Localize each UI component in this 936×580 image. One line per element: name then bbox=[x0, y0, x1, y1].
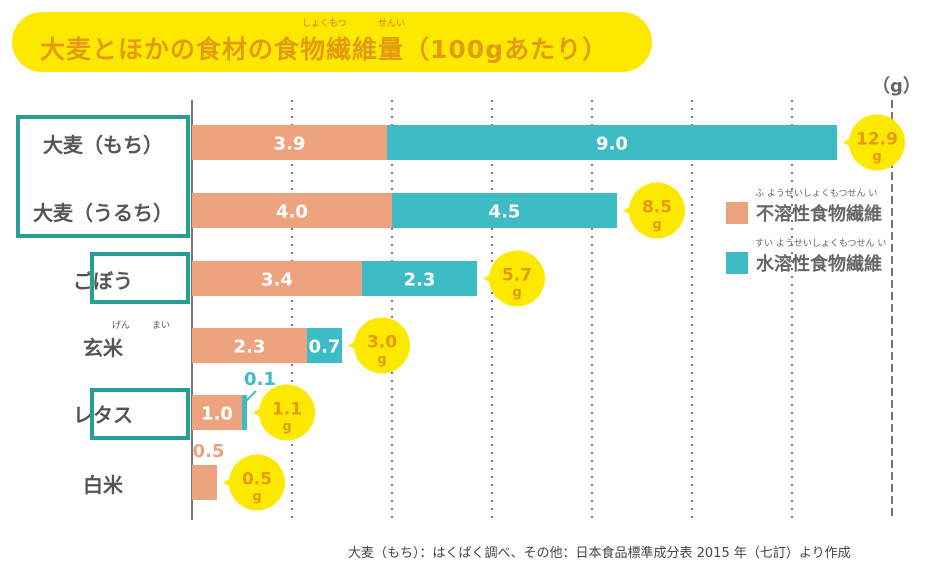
segment-label-insoluble: 2.3 bbox=[234, 337, 266, 358]
total-unit: g bbox=[872, 150, 881, 165]
total-callout bbox=[354, 317, 410, 374]
legend-swatch bbox=[726, 202, 748, 224]
total-callout bbox=[489, 250, 545, 307]
segment-label-insoluble: 3.9 bbox=[274, 134, 306, 155]
bar-insoluble bbox=[192, 395, 242, 430]
total-value: 8.5 bbox=[642, 198, 672, 218]
total-value: 12.9 bbox=[856, 130, 898, 150]
bar-soluble bbox=[307, 328, 342, 363]
segment-label-soluble: 2.3 bbox=[404, 270, 436, 291]
segment-label-insoluble: 3.4 bbox=[261, 270, 293, 291]
category-ruby: まい bbox=[152, 321, 171, 331]
total-callout bbox=[229, 454, 285, 511]
bar-soluble bbox=[387, 125, 837, 160]
unit-label: （g） bbox=[872, 76, 921, 97]
segment-label-soluble: 4.5 bbox=[489, 202, 521, 223]
legend-ruby-insoluble: ふ ようせいしょくもつせん い bbox=[755, 189, 878, 199]
leader-line bbox=[243, 390, 257, 404]
category-ruby: げん bbox=[112, 321, 131, 331]
title-banner bbox=[12, 12, 652, 72]
legend-label: 水溶性食物繊維 bbox=[756, 254, 882, 275]
total-unit: g bbox=[652, 218, 661, 233]
category-label: 大麦（うるち） bbox=[33, 201, 173, 225]
total-value: 1.1 bbox=[272, 400, 302, 420]
highlight-box-burdock bbox=[90, 252, 190, 304]
total-value: 3.0 bbox=[367, 333, 397, 353]
segment-label-insoluble: 4.0 bbox=[276, 202, 308, 223]
bar-insoluble bbox=[192, 328, 307, 363]
bar-insoluble bbox=[192, 465, 217, 500]
bar-insoluble bbox=[192, 193, 392, 228]
title-ruby-shokumotsu: しょくもつ bbox=[302, 19, 347, 29]
bar-insoluble bbox=[192, 125, 387, 160]
total-value: 5.7 bbox=[502, 266, 532, 286]
segment-label-insoluble: 1.0 bbox=[201, 404, 233, 425]
total-unit: g bbox=[282, 420, 291, 435]
bar-soluble bbox=[392, 193, 617, 228]
title-ruby-seni: せんい bbox=[378, 19, 406, 29]
bar-soluble bbox=[242, 395, 247, 430]
total-callout bbox=[629, 182, 685, 239]
total-unit: g bbox=[377, 353, 386, 368]
category-label: レタス bbox=[73, 403, 133, 427]
total-value: 0.5 bbox=[242, 470, 272, 490]
total-unit: g bbox=[252, 490, 261, 505]
legend-item-soluble: 水溶性食物繊維 bbox=[726, 250, 882, 276]
chart-title: 大麦とほかの食材の食物繊維量（100gあたり） bbox=[40, 35, 609, 64]
legend-item-insoluble: 不溶性食物繊維 bbox=[726, 200, 882, 226]
category-label: 大麦（もち） bbox=[43, 133, 163, 157]
highlight-box-barley bbox=[16, 115, 190, 238]
category-label: 玄米 bbox=[83, 336, 123, 360]
legend-swatch bbox=[726, 252, 748, 274]
total-callout bbox=[849, 114, 905, 171]
total-callout bbox=[259, 384, 315, 441]
category-label: 白米 bbox=[83, 473, 123, 497]
category-label: ごぼう bbox=[73, 269, 133, 293]
segment-label-soluble: 9.0 bbox=[596, 134, 628, 155]
bar-soluble bbox=[362, 261, 477, 296]
bar-insoluble bbox=[192, 261, 362, 296]
legend-label: 不溶性食物繊維 bbox=[756, 204, 882, 225]
segment-label-soluble: 0.1 bbox=[244, 369, 276, 390]
highlight-box-lettuce bbox=[90, 388, 190, 440]
total-unit: g bbox=[512, 286, 521, 301]
segment-label-soluble: 0.7 bbox=[309, 337, 341, 358]
segment-label-insoluble: 0.5 bbox=[193, 441, 225, 462]
source-footnote: 大麦（もち）：はくばく調べ、その他：日本食品標準成分表 2015 年（七訂）より… bbox=[348, 546, 851, 561]
legend-ruby-soluble: すい ようせいしょくもつせん い bbox=[755, 239, 887, 249]
